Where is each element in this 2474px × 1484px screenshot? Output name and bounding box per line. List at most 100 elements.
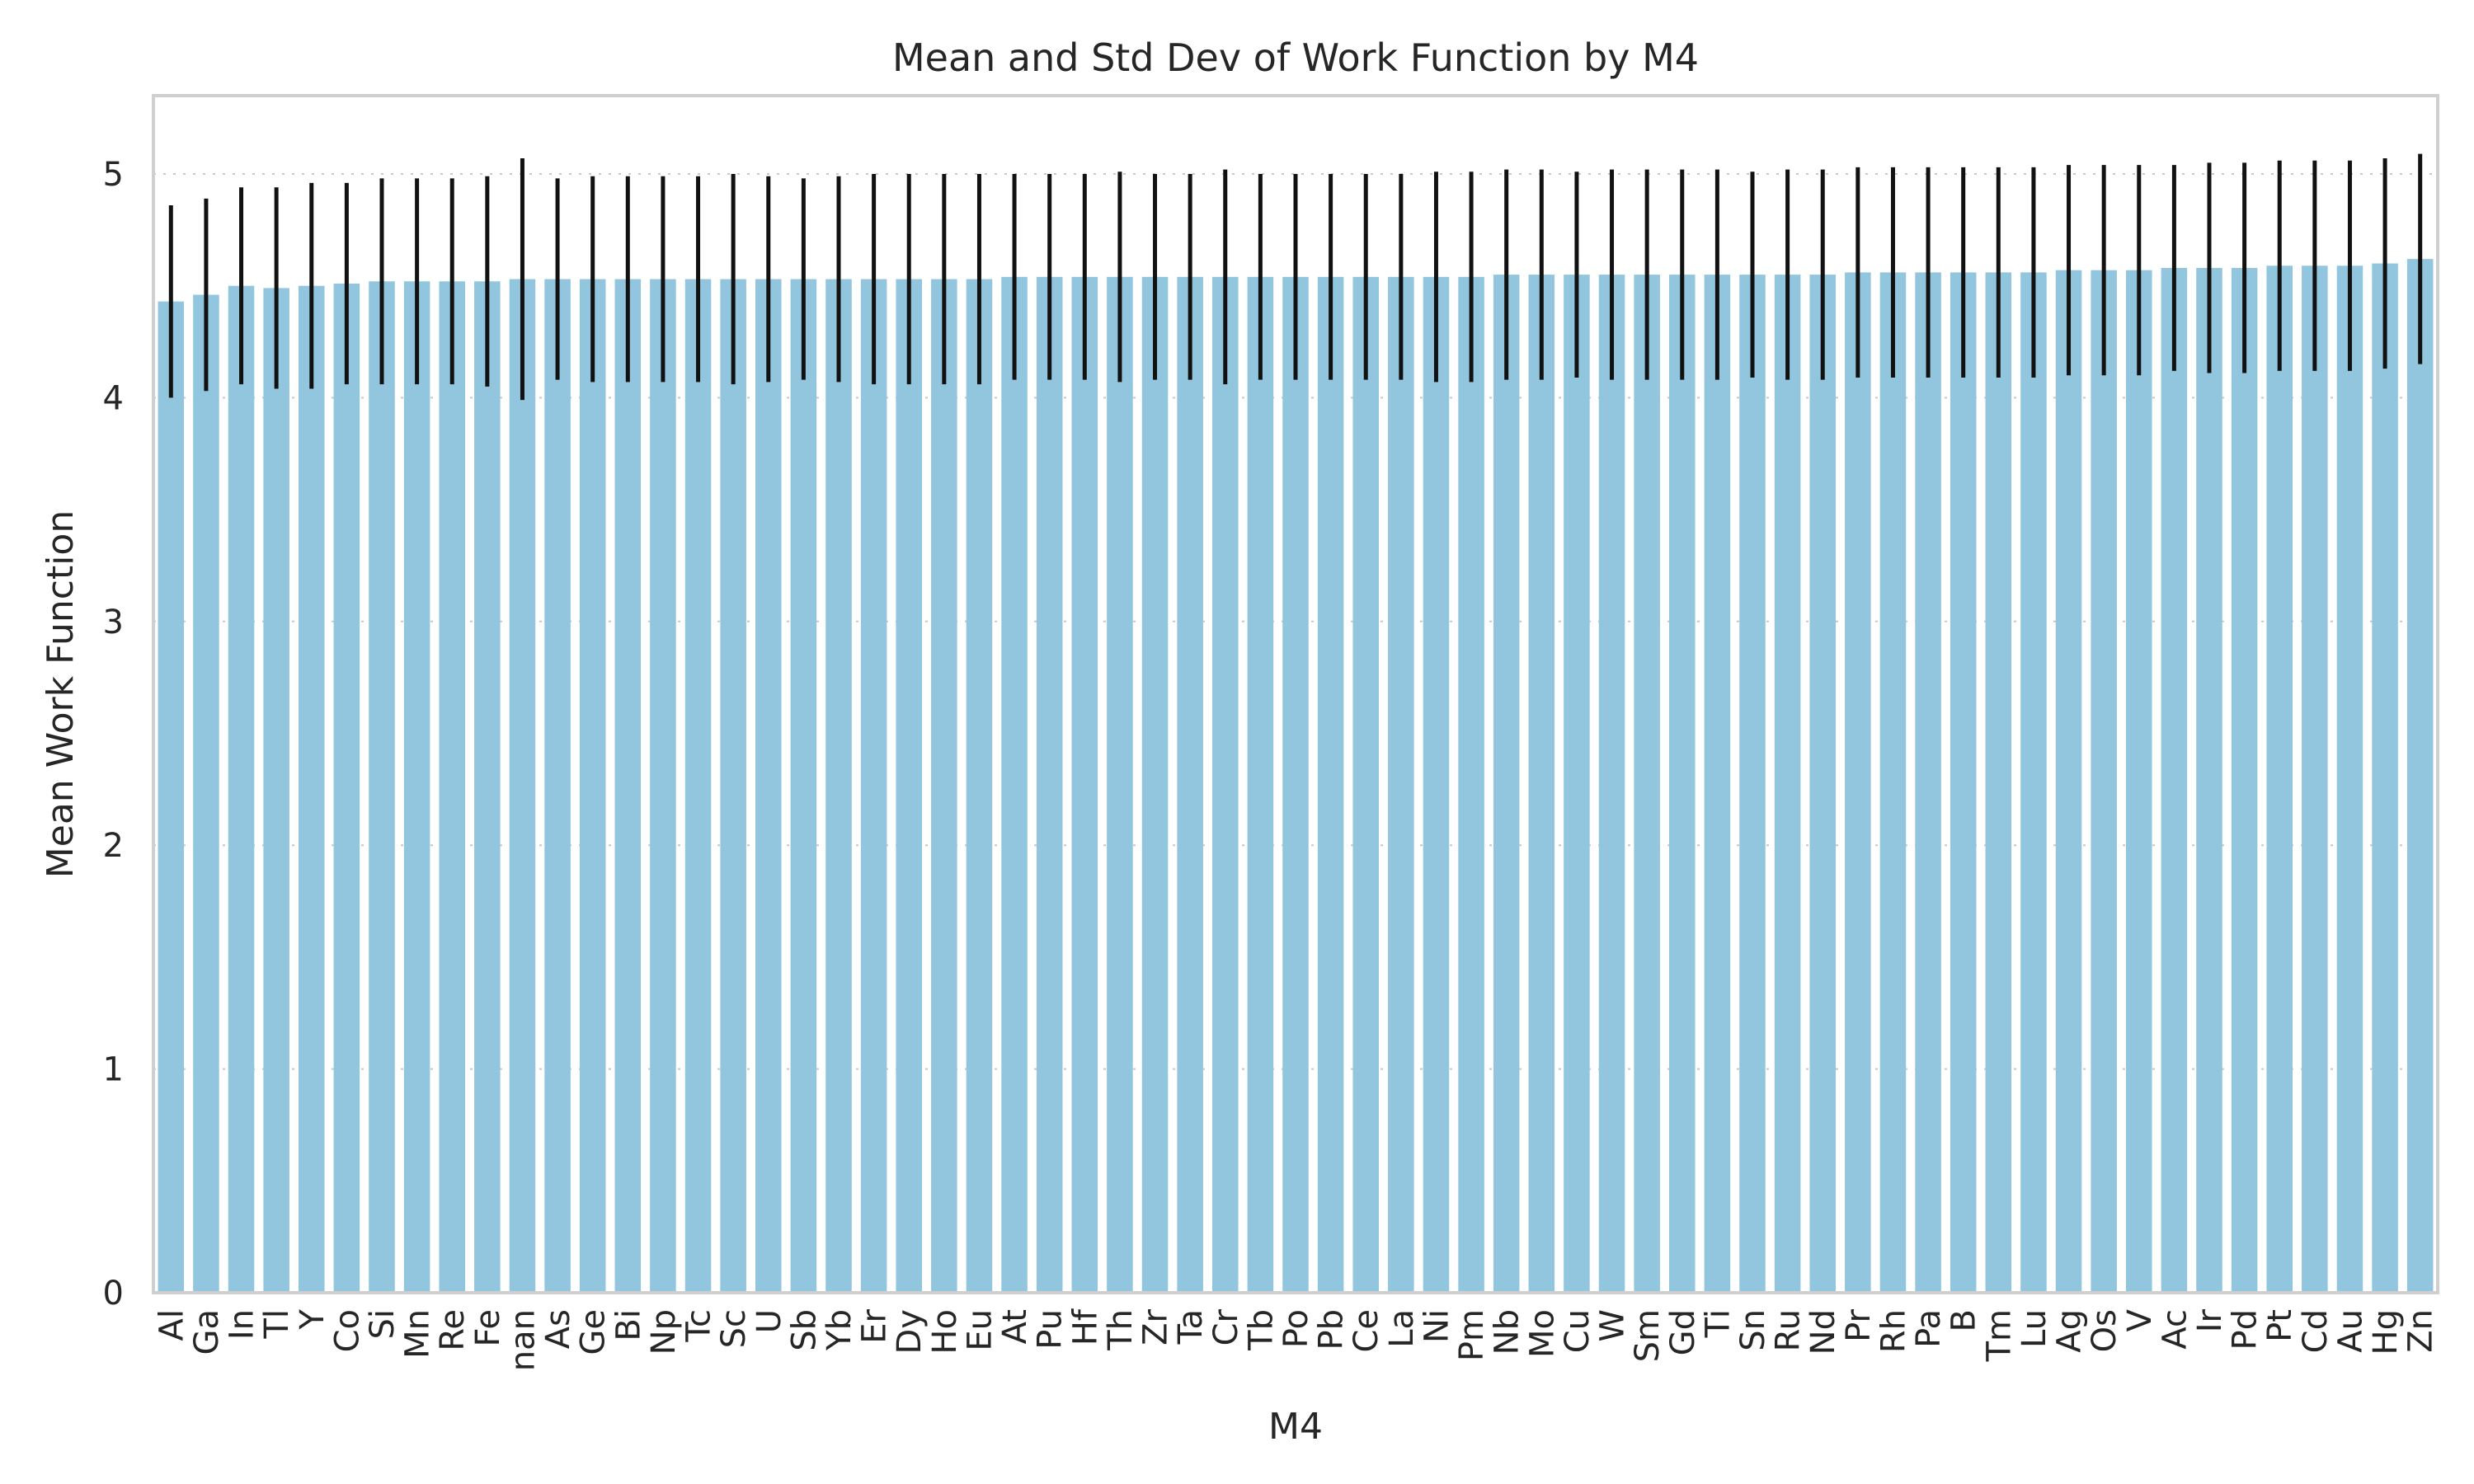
x-tick-label: Sm [1629, 1309, 1667, 1362]
bar [1493, 275, 1520, 1294]
x-tick-label: Pa [1910, 1309, 1948, 1348]
bar [1915, 272, 1941, 1293]
bar [158, 301, 185, 1294]
x-tick-label: Ag [2051, 1309, 2089, 1353]
bar [1528, 275, 1555, 1294]
y-tick-label: 0 [103, 1275, 124, 1313]
bar [1107, 276, 1133, 1294]
x-tick-label: Os [2086, 1309, 2124, 1352]
bar [579, 279, 606, 1293]
x-tick-label: Re [434, 1309, 472, 1351]
x-tick-label: Nd [1804, 1309, 1842, 1355]
bar [1317, 276, 1344, 1294]
bar [1774, 275, 1801, 1294]
x-tick-label: Sc [715, 1309, 753, 1348]
x-tick-label: Po [1277, 1309, 1315, 1348]
bar [1352, 276, 1379, 1294]
x-axis-label: M4 [1268, 1406, 1323, 1448]
x-tick-label: Cr [1207, 1308, 1245, 1345]
bar [1177, 276, 1203, 1294]
x-tick-label: Fe [469, 1309, 507, 1346]
bar [299, 285, 325, 1293]
x-tick-label: Si [364, 1309, 402, 1340]
x-tick-label: Ir [2191, 1308, 2229, 1332]
x-tick-label: Ge [575, 1309, 613, 1355]
bar [2091, 270, 2117, 1293]
x-tick-label: Mo [1523, 1309, 1561, 1358]
x-tick-label: Nb [1489, 1309, 1526, 1355]
y-tick-label: 2 [103, 827, 124, 865]
x-tick-labels: AlGaInTlYCoSiMnReFenanAsGeBiNpTcScUSbYbE… [153, 1308, 2439, 1371]
bar [1458, 276, 1484, 1294]
x-tick-label: Yb [821, 1309, 858, 1351]
bar [1141, 276, 1169, 1294]
bar [650, 279, 676, 1293]
x-tick-label: Au [2331, 1309, 2369, 1353]
x-tick-label: Cd [2297, 1309, 2335, 1353]
x-tick-label: Hg [2367, 1309, 2405, 1355]
bar [544, 279, 571, 1293]
bar [1704, 275, 1731, 1294]
x-tick-label: Ce [1348, 1309, 1385, 1353]
bar [931, 279, 957, 1293]
x-tick-label: As [539, 1309, 577, 1349]
x-tick-label: Gd [1664, 1309, 1702, 1355]
bars [158, 259, 2434, 1294]
x-tick-label: Pt [2261, 1309, 2299, 1342]
x-tick-label: Pb [1313, 1309, 1351, 1350]
y-tick-label: 1 [103, 1051, 124, 1089]
x-tick-label: V [2121, 1308, 2159, 1331]
bar [1598, 275, 1625, 1294]
x-tick-label: Cu [1559, 1309, 1597, 1353]
bar [439, 281, 465, 1293]
bar [2372, 263, 2398, 1293]
x-tick-label: Y [294, 1308, 332, 1330]
bar [966, 279, 993, 1293]
x-tick-label: Bi [609, 1309, 647, 1341]
x-tick-label: Ac [2156, 1309, 2194, 1350]
bar [228, 285, 255, 1293]
bar [1247, 276, 1274, 1294]
bar [860, 279, 887, 1293]
bar [2196, 267, 2222, 1293]
x-tick-label: Dy [891, 1309, 929, 1354]
x-tick-label: Co [328, 1309, 366, 1352]
bar [2126, 270, 2152, 1293]
x-tick-label: At [996, 1309, 1034, 1344]
chart-title: Mean and Std Dev of Work Function by M4 [892, 35, 1699, 80]
bar [1564, 275, 1590, 1294]
x-tick-label: Ga [188, 1309, 226, 1355]
x-tick-label: Th [1102, 1309, 1140, 1351]
bar [790, 279, 817, 1293]
bar [1388, 276, 1414, 1294]
bar [614, 279, 642, 1293]
bar [755, 279, 782, 1293]
x-tick-label: Tc [680, 1309, 718, 1343]
x-tick-label: Zn [2402, 1309, 2440, 1353]
bar [1809, 275, 1836, 1294]
x-tick-label: Tl [258, 1309, 296, 1340]
x-tick-label: Tb [1242, 1309, 1280, 1351]
y-tick-labels: 0 1 2 3 4 5 [103, 156, 124, 1313]
x-tick-label: Ta [1172, 1309, 1210, 1345]
bar [403, 281, 430, 1293]
error-bars [168, 153, 2423, 401]
x-tick-label: Sn [1734, 1309, 1772, 1351]
bar [1212, 276, 1239, 1294]
x-tick-label: In [223, 1309, 261, 1340]
plot-frame [152, 94, 2439, 1294]
bar [684, 279, 712, 1293]
x-tick-label: Tm [1980, 1309, 2018, 1362]
x-tick-label: Al [153, 1309, 190, 1341]
bar [1845, 272, 1871, 1293]
bar [193, 294, 219, 1294]
bar [1282, 276, 1309, 1294]
x-tick-label: La [1383, 1309, 1421, 1348]
bar [263, 288, 289, 1293]
bar [896, 279, 922, 1293]
bar [1036, 276, 1063, 1294]
x-tick-label: nan [504, 1309, 542, 1371]
bar [1950, 272, 1977, 1293]
